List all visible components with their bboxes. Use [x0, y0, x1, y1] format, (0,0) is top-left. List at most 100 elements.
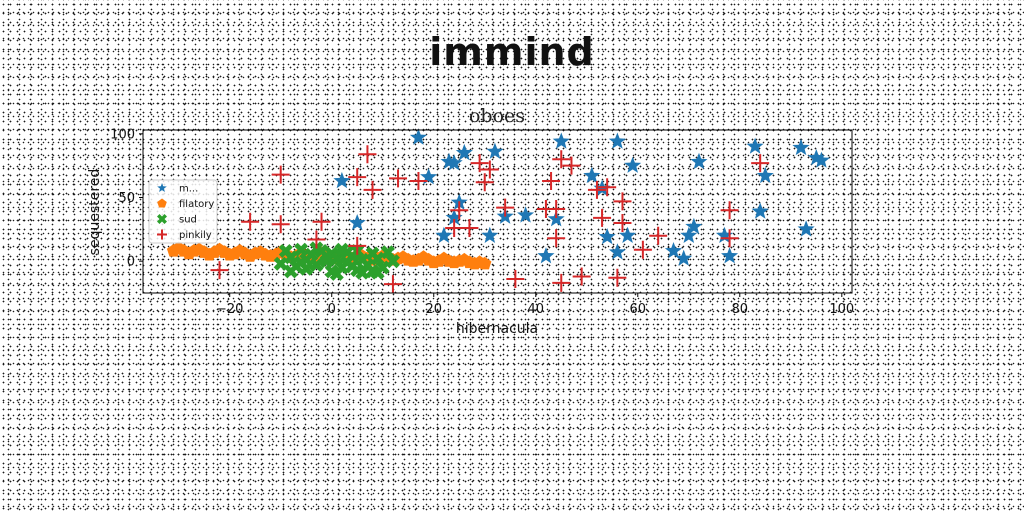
x-tick-label: 60 — [629, 302, 646, 317]
data-point — [345, 259, 360, 274]
data-point — [496, 198, 515, 217]
data-point — [552, 132, 570, 149]
data-point — [542, 171, 561, 190]
legend-marker — [157, 214, 167, 224]
data-point — [812, 151, 830, 168]
data-point — [233, 244, 247, 257]
x-tick-label: 40 — [527, 302, 544, 317]
data-point — [312, 212, 331, 231]
data-point — [547, 229, 566, 248]
data-point — [680, 226, 698, 243]
data-point — [481, 226, 499, 243]
data-point — [416, 250, 431, 263]
data-point — [271, 215, 290, 234]
data-point — [613, 213, 632, 232]
data-point — [212, 242, 227, 256]
data-point — [420, 168, 438, 185]
data-point — [675, 249, 693, 266]
data-point — [406, 254, 420, 267]
legend-marker — [157, 198, 167, 208]
data-point — [598, 228, 616, 245]
legend-label: m... — [179, 184, 198, 195]
y-tick-label: 100 — [110, 127, 135, 142]
data-point — [715, 226, 733, 243]
series-1 — [333, 128, 830, 266]
data-point — [409, 128, 427, 145]
data-point — [445, 219, 464, 238]
figure-title: immind — [429, 30, 595, 74]
axis-ticks: −20 0 20 40 60 80 100 0 50 100 — [110, 127, 854, 317]
legend-label: filatory — [179, 199, 214, 210]
y-tick-label: 50 — [118, 191, 135, 206]
data-point — [619, 226, 637, 243]
legend: m... filatory sud pinkily — [148, 179, 218, 244]
data-point — [478, 256, 492, 270]
data-point — [243, 249, 257, 262]
data-point — [435, 226, 453, 243]
data-point — [751, 154, 770, 173]
data-point — [241, 212, 260, 231]
data-point — [475, 173, 494, 192]
data-point — [685, 217, 703, 235]
legend-marker — [157, 229, 167, 240]
data-point — [552, 150, 571, 169]
data-point — [329, 251, 344, 266]
data-point — [450, 201, 469, 220]
data-point — [486, 142, 504, 159]
data-point — [273, 256, 288, 271]
data-point — [460, 219, 479, 238]
data-point — [223, 247, 237, 261]
data-point — [263, 249, 278, 262]
data-point — [445, 208, 463, 226]
data-point — [480, 160, 499, 179]
data-point — [598, 178, 617, 197]
data-point — [172, 241, 186, 255]
data-point — [467, 256, 482, 270]
data-point — [370, 251, 385, 266]
data-point — [751, 202, 769, 219]
data-point — [445, 154, 463, 171]
legend-label: sud — [179, 215, 197, 226]
data-point — [506, 269, 525, 288]
data-point — [210, 261, 229, 280]
plot-frame — [142, 129, 853, 294]
data-point — [457, 252, 471, 266]
data-point — [348, 214, 366, 231]
data-point — [455, 143, 473, 161]
data-point — [624, 156, 642, 173]
data-point — [447, 255, 461, 269]
data-point — [746, 137, 764, 154]
plot-area — [166, 128, 830, 294]
data-point — [283, 250, 298, 265]
data-point — [370, 265, 385, 280]
data-point — [253, 245, 267, 258]
data-point — [547, 199, 566, 218]
data-point — [294, 242, 309, 257]
data-point — [294, 255, 309, 270]
data-point — [792, 138, 810, 156]
series-3 — [273, 241, 400, 281]
data-point — [340, 245, 354, 260]
data-point — [664, 242, 682, 259]
data-point — [633, 240, 652, 259]
data-point — [409, 171, 428, 190]
data-point — [355, 265, 370, 280]
data-point — [437, 251, 451, 265]
data-point — [333, 171, 351, 189]
data-point — [329, 266, 344, 281]
data-point — [427, 255, 441, 269]
legend-label: pinkily — [179, 230, 212, 241]
x-axis-label: hibernacula — [456, 321, 538, 337]
data-point — [363, 180, 382, 199]
legend-marker — [157, 183, 167, 192]
data-point — [608, 268, 627, 287]
data-point — [537, 247, 555, 264]
data-point — [383, 275, 402, 294]
data-point — [385, 254, 400, 269]
data-point — [562, 156, 581, 175]
data-point — [721, 247, 739, 264]
data-point — [517, 206, 535, 223]
data-point — [613, 192, 632, 211]
y-axis-label: sequestered — [87, 169, 103, 256]
data-point — [389, 169, 408, 188]
